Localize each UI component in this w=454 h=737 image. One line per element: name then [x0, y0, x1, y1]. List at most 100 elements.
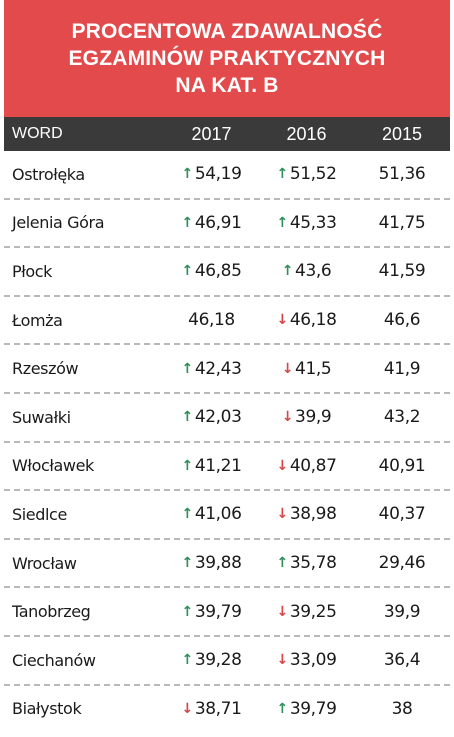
value-2017: ↑ 46,85: [164, 261, 259, 281]
table-row: Ciechanów ↑ 39,28 ↓ 33,09 36,4: [4, 637, 450, 686]
word-name: Tanobrzeg: [12, 602, 91, 622]
value-text: 38: [391, 698, 413, 719]
arrow-up-icon: ↑: [181, 360, 193, 377]
value-text: 39,79: [289, 698, 337, 719]
value-text: 39,25: [289, 601, 337, 622]
word-name: Rzeszów: [12, 359, 79, 379]
value-2015: 43,2: [354, 407, 450, 427]
value-text: 38,71: [194, 698, 242, 719]
value-text: 33,09: [289, 650, 337, 671]
value-2016: ↓ 33,09: [259, 650, 354, 670]
word-name: Jelenia Góra: [12, 213, 105, 233]
value-2016: ↓ 46,18: [259, 310, 354, 330]
pass-rate-table: PROCENTOWA ZDAWALNOŚĆ EGZAMINÓW PRAKTYCZ…: [4, 0, 450, 732]
word-name: Siedlce: [12, 504, 67, 524]
header-2017: 2017: [191, 123, 232, 144]
value-2017: ↑ 41,21: [164, 456, 259, 476]
arrow-up-icon: ↑: [276, 555, 288, 572]
table-row: Rzeszów ↑ 42,43 ↓ 41,5 41,9: [4, 345, 450, 394]
value-2017: ↑ 46,91: [164, 213, 259, 233]
value-2015: 40,37: [354, 504, 450, 524]
table-row: Jelenia Góra ↑ 46,91 ↑ 45,33 41,75: [4, 200, 450, 249]
value-2015: 41,75: [354, 213, 450, 233]
arrow-up-icon: ↑: [181, 603, 193, 620]
table-header: WORD 2017 2016 2015: [4, 117, 450, 151]
value-text: 51,36: [378, 164, 426, 185]
value-text: 46,18: [289, 310, 337, 331]
word-name: Suwałki: [12, 407, 71, 427]
value-2017: ↑ 39,88: [164, 553, 259, 573]
value-text: 39,79: [194, 601, 242, 622]
arrow-up-icon: ↑: [281, 263, 294, 280]
value-2017: ↑ 42,03: [164, 407, 259, 427]
value-text: 46,85: [194, 261, 242, 282]
header-2016: 2016: [286, 123, 327, 144]
table-row: Wrocław ↑ 39,88 ↑ 35,78 29,46: [4, 540, 450, 589]
arrow-up-icon: ↑: [276, 700, 288, 717]
arrow-up-icon: ↑: [181, 555, 193, 572]
value-text: 46,18: [188, 310, 235, 331]
arrow-up-icon: ↑: [181, 652, 193, 669]
value-text: 54,19: [194, 164, 242, 185]
value-2017: ↑ 39,79: [164, 602, 259, 622]
word-name: Łomża: [12, 310, 63, 330]
value-text: 40,87: [289, 455, 337, 476]
value-2017: 46,18: [164, 310, 259, 330]
value-2017: ↓ 38,71: [164, 699, 259, 719]
value-text: 46,91: [194, 212, 242, 233]
value-text: 35,78: [289, 553, 337, 574]
value-2016: ↓ 38,98: [259, 504, 354, 524]
value-text: 41,59: [378, 261, 426, 282]
table-row: Siedlce ↑ 41,06 ↓ 38,98 40,37: [4, 491, 450, 540]
value-2015: 41,9: [354, 359, 450, 379]
word-name: Ciechanów: [12, 650, 96, 670]
value-2015: 39,9: [354, 602, 450, 622]
value-2015: 41,59: [354, 261, 450, 281]
value-text: 46,6: [383, 310, 421, 331]
arrow-up-icon: ↑: [276, 214, 288, 231]
arrow-down-icon: ↓: [276, 312, 288, 329]
value-text: 42,43: [194, 358, 242, 379]
value-text: 45,33: [289, 212, 337, 233]
arrow-up-icon: ↑: [181, 409, 193, 426]
value-text: 41,21: [194, 455, 242, 476]
value-2016: ↑ 35,78: [259, 553, 354, 573]
value-text: 40,37: [378, 504, 426, 525]
word-name: Płock: [12, 261, 53, 281]
word-name: Białystok: [12, 699, 82, 719]
table-row: Łomża 46,18 ↓ 46,18 46,6: [4, 297, 450, 346]
value-text: 39,28: [194, 650, 242, 671]
arrow-up-icon: ↑: [181, 214, 193, 231]
table-row: Tanobrzeg ↑ 39,79 ↓ 39,25 39,9: [4, 588, 450, 637]
value-text: 41,06: [194, 504, 242, 525]
arrow-down-icon: ↓: [276, 506, 288, 523]
value-text: 41,75: [378, 212, 426, 233]
value-text: 43,6: [295, 261, 332, 282]
value-text: 51,52: [289, 164, 337, 185]
value-text: 41,5: [295, 358, 332, 379]
arrow-up-icon: ↑: [181, 457, 193, 474]
value-2017: ↑ 54,19: [164, 164, 259, 184]
value-2015: 40,91: [354, 456, 450, 476]
table-body: Ostrołęka ↑ 54,19 ↑ 51,52 51,36 Jelenia Góra ↑ 4…: [4, 151, 450, 732]
arrow-down-icon: ↓: [276, 603, 288, 620]
header-2015: 2015: [381, 123, 423, 144]
value-text: 39,9: [383, 601, 421, 622]
value-text: 36,4: [383, 650, 421, 671]
value-2015: 29,46: [354, 553, 450, 573]
value-text: 38,98: [289, 504, 337, 525]
value-2015: 36,4: [354, 650, 450, 670]
title-line-3: NA KAT. B: [175, 74, 279, 97]
value-text: 40,91: [378, 455, 426, 476]
value-text: 39,9: [295, 407, 332, 428]
value-text: 29,46: [378, 553, 426, 574]
title-line-1: PROCENTOWA ZDAWALNOŚĆ: [71, 20, 383, 43]
value-text: 41,9: [383, 358, 421, 379]
arrow-up-icon: ↑: [181, 263, 193, 280]
table-row: Ostrołęka ↑ 54,19 ↑ 51,52 51,36: [4, 151, 450, 200]
title-line-2: EGZAMINÓW PRAKTYCZNYCH: [68, 47, 386, 70]
table-row: Płock ↑ 46,85 ↑ 43,6 41,59: [4, 248, 450, 297]
value-text: 39,88: [194, 553, 242, 574]
value-text: 42,03: [194, 407, 242, 428]
table-row: Suwałki ↑ 42,03 ↓ 39,9 43,2: [4, 394, 450, 443]
